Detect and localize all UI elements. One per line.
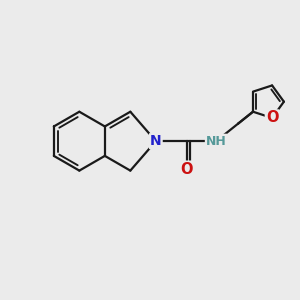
Text: O: O — [181, 162, 193, 177]
Text: N: N — [150, 134, 162, 148]
Text: NH: NH — [206, 135, 226, 148]
Text: O: O — [266, 110, 278, 125]
